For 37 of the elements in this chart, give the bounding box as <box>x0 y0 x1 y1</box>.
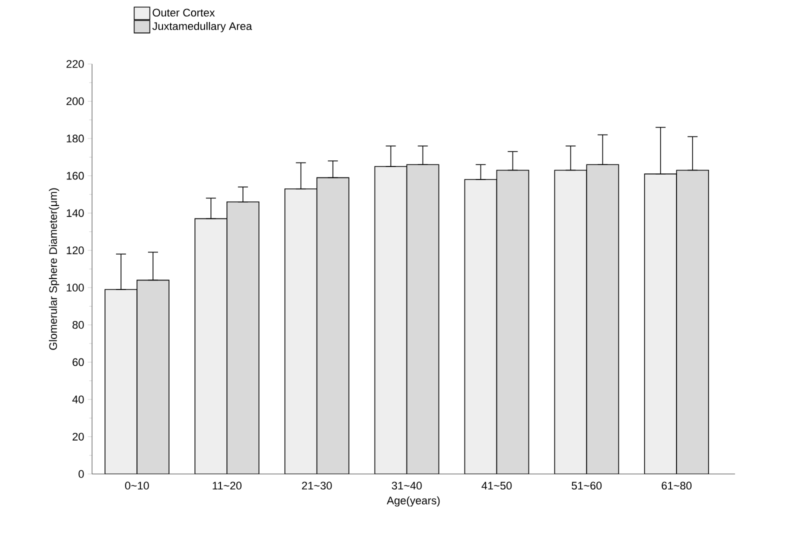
y-tick-label: 40 <box>72 396 84 404</box>
x-tick-label: 21~30 <box>302 482 332 490</box>
x-tick-label: 41~50 <box>482 482 512 490</box>
y-tick-label: 60 <box>72 358 84 366</box>
y-axis-title: Glomerular Sphere Diameter(μm) <box>48 188 60 350</box>
x-tick-label: 11~20 <box>212 482 242 490</box>
bar <box>496 170 530 474</box>
bar <box>316 177 350 474</box>
y-tick-label: 200 <box>66 97 84 106</box>
x-tick-label: 51~60 <box>572 482 602 490</box>
y-tick-label: 120 <box>66 246 84 254</box>
bar <box>644 174 677 474</box>
bar <box>586 164 620 474</box>
x-tick-label: 31~40 <box>392 482 422 490</box>
y-tick-label: 80 <box>72 321 84 329</box>
legend-label: Juxtamedullary Area <box>152 22 252 32</box>
bar <box>676 170 709 474</box>
legend-label: Outer Cortex <box>152 8 215 17</box>
x-tick-label: 0~10 <box>125 482 149 490</box>
y-tick-label: 20 <box>72 432 84 441</box>
y-tick-label: 100 <box>66 284 84 292</box>
x-axis-title: Age(years) <box>386 496 440 507</box>
bar <box>194 218 228 474</box>
bar <box>374 166 408 474</box>
bar <box>406 164 440 474</box>
bar <box>464 179 498 474</box>
bar <box>554 170 588 474</box>
y-tick-label: 160 <box>66 172 84 180</box>
y-tick-label: 0 <box>78 470 84 478</box>
bar <box>284 188 318 474</box>
y-tick-label: 140 <box>66 209 84 217</box>
y-tick-label: 220 <box>66 60 84 68</box>
bar <box>136 280 170 474</box>
bar <box>226 201 260 474</box>
y-tick-label: 180 <box>66 134 84 142</box>
x-tick-label: 61~80 <box>662 482 692 490</box>
bar <box>104 289 138 474</box>
